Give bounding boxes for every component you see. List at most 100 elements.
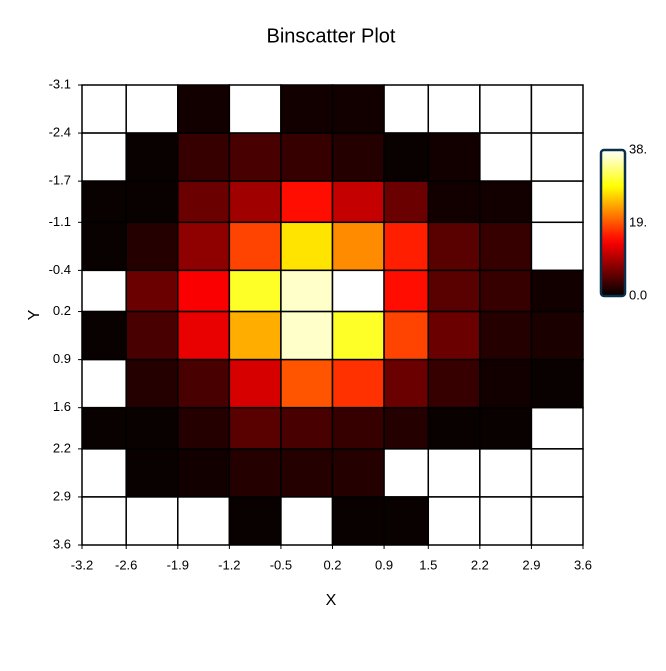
heat-cell [81, 180, 127, 224]
heat-cell [125, 221, 179, 272]
heat-cell [383, 496, 430, 546]
heat-cell [331, 221, 385, 272]
heat-cell [177, 221, 231, 272]
x-tick-label: 0.2 [323, 557, 341, 572]
heat-cell [479, 358, 533, 409]
y-tick-label: 0.2 [53, 303, 71, 318]
empty-cell [427, 84, 481, 134]
heat-cell [383, 358, 430, 409]
y-tick-label: -3.1 [49, 76, 71, 91]
heat-cell [427, 310, 481, 361]
heat-cell [280, 132, 334, 182]
heat-cell [427, 406, 481, 450]
heat-cell [479, 180, 533, 224]
y-axis-label: Y [26, 309, 43, 320]
heat-cell [331, 358, 385, 409]
empty-cell [228, 84, 282, 134]
heat-cell [228, 221, 282, 272]
x-tick-label: -3.2 [71, 557, 93, 572]
heat-cell [427, 221, 481, 272]
y-tick-label: -2.4 [49, 124, 71, 139]
x-tick-label: 2.2 [471, 557, 489, 572]
empty-cell [479, 496, 533, 546]
empty-cell [427, 496, 481, 546]
heat-cell [280, 358, 334, 409]
heat-cell [383, 269, 430, 313]
heat-cell [383, 132, 430, 182]
heat-cell [530, 310, 584, 361]
heat-cell [479, 310, 533, 361]
heat-cell [383, 180, 430, 224]
heat-cell [228, 180, 282, 224]
heat-cell [125, 269, 179, 313]
empty-cell [479, 132, 533, 182]
empty-cell [479, 84, 533, 134]
heat-cell [177, 406, 231, 450]
y-tick-label: 3.6 [53, 536, 71, 551]
heat-cell [427, 269, 481, 313]
x-tick-label: 3.6 [574, 557, 592, 572]
empty-cell [81, 84, 127, 134]
heat-cell [383, 310, 430, 361]
heat-cell [228, 358, 282, 409]
heat-cell [228, 448, 282, 498]
heat-cell [125, 132, 179, 182]
heat-cell [280, 448, 334, 498]
heat-cell [177, 84, 231, 134]
x-tick-label: 2.9 [522, 557, 540, 572]
heat-cell [125, 310, 179, 361]
heat-cell [427, 358, 481, 409]
empty-cell [530, 84, 584, 134]
x-axis-label: X [326, 592, 337, 609]
empty-cell [280, 496, 334, 546]
heat-cell [125, 180, 179, 224]
x-tick-label: -1.2 [218, 557, 240, 572]
heat-cell [280, 84, 334, 134]
x-tick-label: -1.9 [167, 557, 189, 572]
heat-cell [177, 358, 231, 409]
y-tick-label: 2.9 [53, 488, 71, 503]
heat-cell [479, 406, 533, 450]
empty-cell [81, 448, 127, 498]
colorbar [599, 148, 627, 298]
empty-cell [125, 84, 179, 134]
heat-cell [331, 310, 385, 361]
heat-cell [383, 406, 430, 450]
heat-cell [331, 84, 385, 134]
heat-cell [530, 269, 584, 313]
heat-cell [280, 310, 334, 361]
heat-cell [177, 310, 231, 361]
chart-title: Binscatter Plot [267, 25, 396, 47]
heat-cell [81, 406, 127, 450]
empty-cell [530, 448, 584, 498]
heat-cell [427, 180, 481, 224]
empty-cell [177, 496, 231, 546]
empty-cell [125, 496, 179, 546]
x-tick-label: 1.5 [419, 557, 437, 572]
heat-cell [331, 269, 385, 313]
empty-cell [530, 496, 584, 546]
heat-cell [228, 496, 282, 546]
y-tick-label: 1.6 [53, 399, 71, 414]
heat-cell [81, 310, 127, 361]
heat-cell [427, 132, 481, 182]
heat-cell [280, 406, 334, 450]
empty-cell [81, 269, 127, 313]
colorbar-tick-label: 19. [629, 214, 647, 229]
heat-cell [479, 269, 533, 313]
y-tick-label: -1.1 [49, 214, 71, 229]
heat-cell [125, 406, 179, 450]
empty-cell [383, 84, 430, 134]
y-tick-label: 2.2 [53, 440, 71, 455]
heat-cell [228, 310, 282, 361]
heat-cell [177, 132, 231, 182]
heat-cell [280, 269, 334, 313]
empty-cell [530, 221, 584, 272]
y-tick-label: 0.9 [53, 351, 71, 366]
heat-cell [331, 496, 385, 546]
x-tick-label: -2.6 [115, 557, 137, 572]
heat-cell [331, 180, 385, 224]
heat-cell [331, 406, 385, 450]
heat-cell [530, 358, 584, 409]
